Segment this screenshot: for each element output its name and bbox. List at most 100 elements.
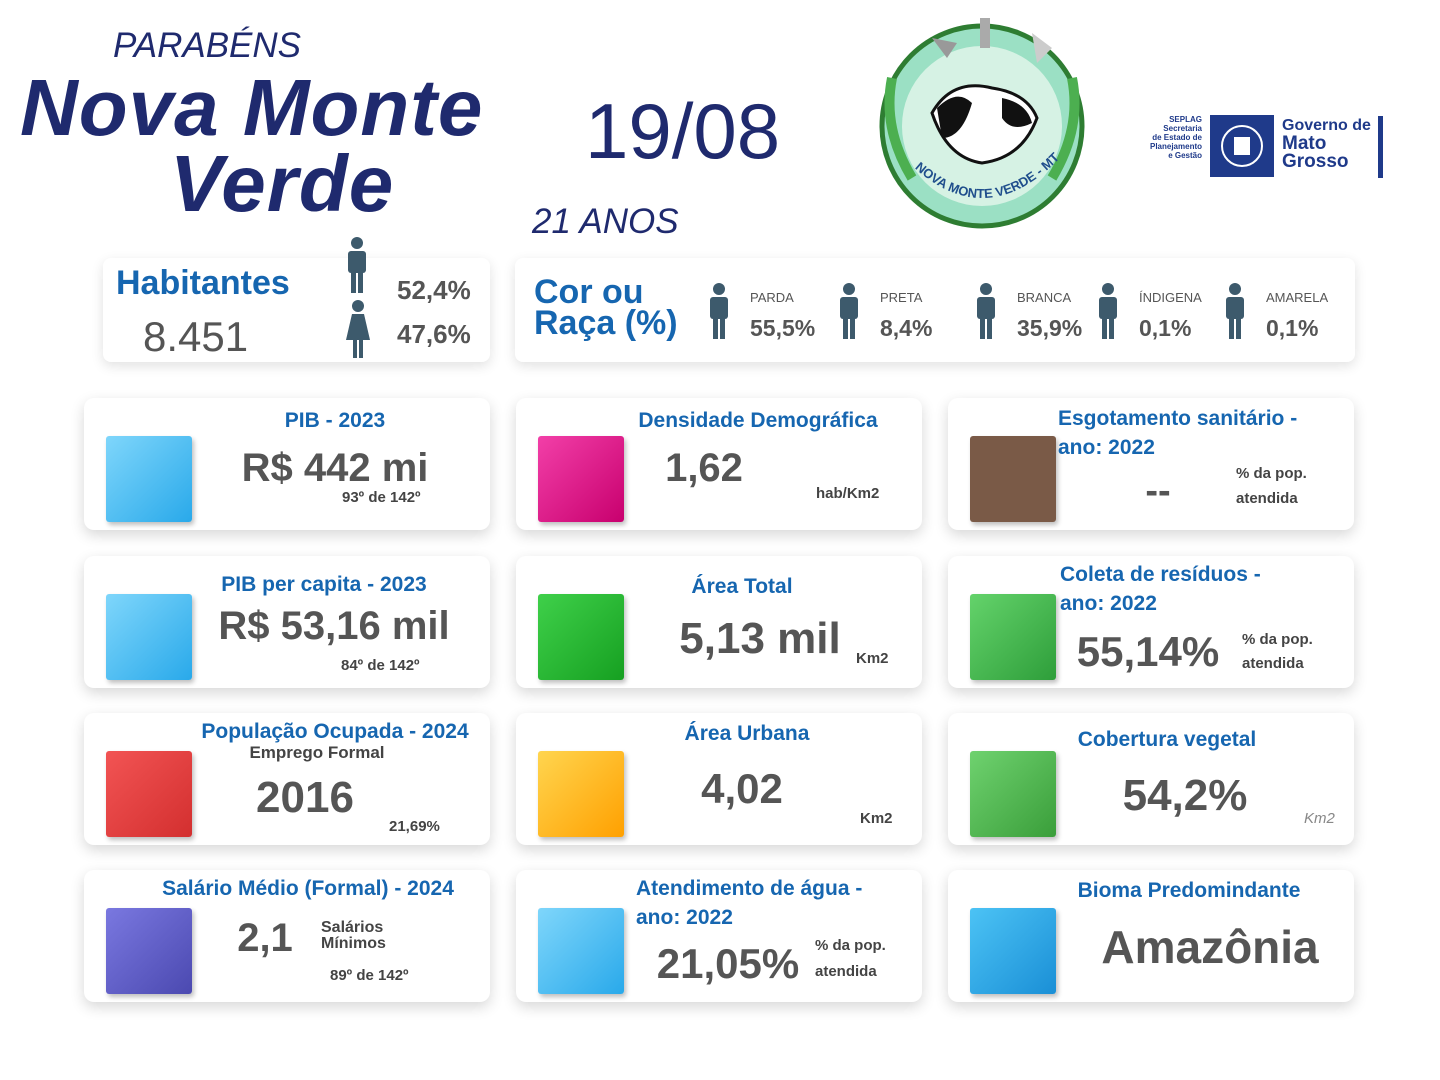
card-note: atendida [1242,655,1304,672]
card-title: Salário Médio (Formal) - 2024 [162,877,454,900]
card-title-block: Esgotamento sanitário - ano: 2022 [1058,404,1297,462]
race-value: 8,4% [880,315,933,341]
indicator-card: Salário Médio (Formal) - 2024 2,1 Salários… [84,870,490,1002]
female-share: 47,6% [397,319,471,349]
anniversary: 21 ANOS [532,202,679,241]
person-icon [710,283,728,339]
indicator-card: Atendimento de água - ano: 2022 21,05% % da… [516,870,922,1002]
city-name: Nova Monte [20,63,484,152]
race-value: 55,5% [750,315,816,341]
card-value: 1,62 [665,446,743,490]
card-title: PIB - 2023 [284,409,386,432]
card-title-block: Bioma Predomindante [1078,876,1301,905]
card-note: atendida [1236,490,1298,507]
card-value: 21,05% [656,940,800,987]
race-panel [515,258,1355,362]
race-name: ÍNDIGENA [1139,290,1202,305]
card-value: 2016 [256,773,354,822]
card-value: 5,13 mil [679,614,841,663]
race-name: AMARELA [1266,290,1329,305]
emblem-icon [1221,125,1263,167]
card-title-block: Área Urbana [685,719,810,748]
card-title-block: Área Total [691,572,792,601]
card-title-block: População Ocupada - 2024 [201,717,468,746]
card-title: ano: 2022 [1060,592,1157,615]
population-panel [103,258,490,362]
seplag-line: SEPLAG [1169,115,1202,124]
card-title-block: Salário Médio (Formal) - 2024 [162,874,454,903]
card-note: Km2 [856,650,889,667]
card-icon [538,594,624,680]
indicator-card: Densidade Demográfica 1,62 hab/Km2 [516,398,922,530]
card-note: 84º de 142º [341,657,420,674]
card-icon [538,436,624,522]
seplag-line: e Gestão [1168,151,1202,160]
person-icon [977,283,995,339]
person-icon [840,283,858,339]
card-title: População Ocupada - 2024 [201,720,469,743]
race-value: 0,1% [1266,315,1319,341]
card-note: % da pop. [1236,465,1307,482]
race-label-line: Cor ou [534,273,644,311]
card-icon [106,436,192,522]
indicator-card: População Ocupada - 2024 Emprego Formal 20… [84,713,490,845]
card-note: atendida [815,963,877,980]
card-value: R$ 442 mi [241,446,429,490]
card-note: % da pop. [815,937,886,954]
card-title: Esgotamento sanitário - [1058,407,1298,430]
race-name: BRANCA [1017,290,1072,305]
card-icon [970,436,1056,522]
card-value: -- [1145,470,1171,512]
card-icon [970,908,1056,994]
state-emblem [1210,115,1274,177]
card-value: 54,2% [1122,771,1248,820]
male-share: 52,4% [397,275,471,305]
population-label: Habitantes [116,264,290,302]
card-title-block: PIB - 2023 [285,406,385,435]
card-icon [970,594,1056,680]
card-subtitle: Emprego Formal [249,743,385,762]
card-note: % da pop. [1242,631,1313,648]
indicator-card: Esgotamento sanitário - ano: 2022 -- % da p… [948,398,1354,530]
card-note: 89º de 142º [330,967,409,984]
government-name: Governo de Mato Grosso [1282,117,1371,171]
card-note: 21,69% [389,818,440,835]
seplag-line: de Estado de [1152,133,1202,142]
indicator-card: PIB - 2023 R$ 442 mi 93º de 142º [84,398,490,530]
card-title: Coleta de resíduos - [1060,563,1261,586]
card-value: 2,1 [237,916,293,960]
card-icon [106,751,192,837]
card-value: R$ 53,16 mil [218,604,450,648]
card-title: PIB per capita - 2023 [221,573,427,596]
card-icon [538,751,624,837]
race-label: Cor ou Raça (%) [534,273,678,340]
race-name: PARDA [750,290,794,305]
card-title: Densidade Demográfica [638,409,878,432]
card-note: hab/Km2 [816,485,880,502]
indicator-card: Coleta de resíduos - ano: 2022 55,14% % da … [948,556,1354,688]
card-note: 93º de 142º [342,489,421,506]
card-title-block: Atendimento de água - ano: 2022 [636,874,862,932]
indicator-card: Área Total 5,13 mil Km2 [516,556,922,688]
person-icon [1099,283,1117,339]
card-note: Mínimos [321,935,386,952]
card-title-block: Coleta de resíduos - ano: 2022 [1060,560,1261,618]
card-title: Bioma Predomindante [1077,879,1301,902]
card-note: Km2 [1304,810,1335,827]
card-value: 4,02 [701,765,783,812]
population-value: 8.451 [143,313,249,360]
seplag-line: Planejamento [1149,142,1202,151]
indicator-card: PIB per capita - 2023 R$ 53,16 mil 84º de … [84,556,490,688]
greeting: PARABÉNS [113,26,302,65]
card-title-block: Densidade Demográfica [638,406,877,435]
indicator-card: Área Urbana 4,02 Km2 [516,713,922,845]
card-title-block: PIB per capita - 2023 [221,570,426,599]
gov-line: Mato [1282,133,1327,154]
card-note: Km2 [860,810,893,827]
race-value: 0,1% [1139,315,1192,341]
male-icon [348,237,366,293]
indicator-card: Cobertura vegetal 54,2% Km2 [948,713,1354,845]
card-title: ano: 2022 [636,906,733,929]
city-name: Verde [169,139,395,228]
